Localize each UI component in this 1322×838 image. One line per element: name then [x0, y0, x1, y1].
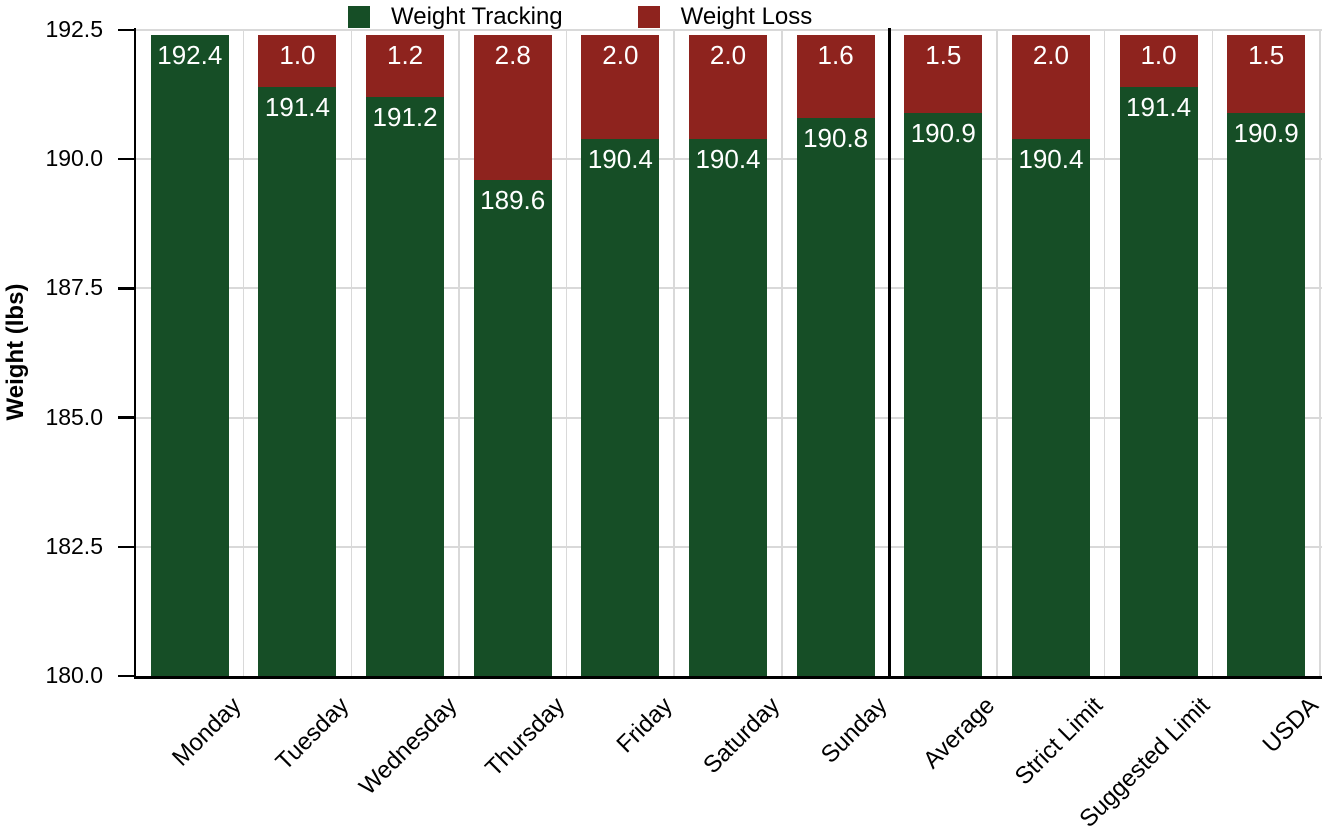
bar-saturday-tracking-value-label: 190.4	[695, 143, 761, 174]
bar-saturday-loss-segment	[689, 35, 767, 139]
bar-strict-limit-loss-segment	[1011, 35, 1090, 139]
vertical-gridline	[781, 30, 783, 676]
bar-average-tracking-segment	[904, 112, 983, 676]
y-tick-label: 185.0	[45, 403, 103, 430]
x-label-average: Average	[918, 692, 1001, 775]
legend-item-weight-tracking: Weight Tracking	[348, 3, 563, 31]
bar-tuesday-tracking-segment	[258, 86, 337, 676]
bar-usda-loss-value-label: 1.5	[1248, 40, 1285, 71]
x-label-tuesday: Tuesday	[271, 692, 355, 776]
bar-wednesday-loss-segment	[366, 35, 445, 98]
bar-strict-limit-tracking-value-label: 190.4	[1018, 143, 1084, 174]
bar-strict-limit-loss-value-label: 2.0	[1032, 40, 1069, 71]
y-tick	[118, 157, 136, 161]
x-label-saturday: Saturday	[698, 692, 786, 780]
bar-usda-loss-segment	[1227, 35, 1306, 113]
bar-sunday-tracking-segment	[796, 117, 875, 676]
daily-summary-separator-line	[887, 28, 891, 676]
bar-thursday-tracking-segment	[473, 179, 552, 676]
horizontal-gridline	[136, 29, 1322, 31]
bar-saturday-tracking-segment	[689, 138, 767, 676]
vertical-gridline	[242, 30, 245, 676]
bar-sunday-loss-segment	[796, 35, 875, 118]
y-axis-title: Weight (lbs)	[2, 283, 29, 421]
bar-monday-tracking-segment	[150, 35, 229, 676]
bar-wednesday-tracking-value-label: 191.2	[372, 102, 438, 133]
x-label-friday: Friday	[611, 692, 678, 759]
bar-thursday-loss-value-label: 2.8	[494, 40, 531, 71]
bar-wednesday-loss-value-label: 1.2	[387, 40, 424, 71]
vertical-gridline	[1319, 30, 1321, 676]
vertical-gridline	[565, 30, 568, 676]
vertical-gridline	[350, 30, 353, 676]
y-tick-label: 180.0	[45, 662, 103, 688]
y-tick-label: 182.5	[45, 532, 103, 559]
legend-label-weight-tracking: Weight Tracking	[391, 3, 563, 30]
y-tick	[118, 545, 136, 549]
x-label-sunday: Sunday	[816, 692, 893, 769]
vertical-gridline	[458, 30, 460, 676]
legend-swatch-weight-tracking	[348, 6, 370, 28]
vertical-gridline	[1103, 30, 1106, 676]
y-tick-label: 190.0	[45, 145, 103, 172]
bar-sunday-loss-value-label: 1.6	[817, 40, 854, 71]
x-axis-spine	[133, 676, 1322, 679]
bar-usda-tracking-value-label: 190.9	[1233, 117, 1299, 148]
y-axis-spine	[133, 28, 136, 679]
bar-suggested-limit-loss-segment	[1119, 35, 1198, 87]
x-label-thursday: Thursday	[479, 692, 570, 782]
bar-suggested-limit-tracking-value-label: 191.4	[1125, 91, 1192, 122]
x-label-strict-limit: Strict Limit	[1009, 692, 1109, 791]
y-tick	[118, 287, 136, 290]
bar-average-loss-value-label: 1.5	[925, 40, 962, 71]
bar-suggested-limit-loss-value-label: 1.0	[1140, 40, 1177, 71]
x-label-monday: Monday	[167, 692, 247, 772]
bar-average-tracking-value-label: 190.9	[910, 117, 976, 148]
chart-legend: Weight Tracking Weight Loss	[348, 3, 812, 31]
y-tick	[118, 28, 136, 32]
y-tick-label: 187.5	[45, 274, 103, 301]
bar-suggested-limit-tracking-segment	[1119, 86, 1198, 676]
legend-swatch-weight-loss	[637, 6, 660, 28]
y-tick	[118, 674, 136, 678]
y-tick-label: 192.5	[45, 16, 103, 42]
bar-tuesday-loss-value-label: 1.0	[279, 40, 316, 71]
bar-friday-loss-segment	[581, 35, 660, 139]
x-label-usda: USDA	[1257, 692, 1322, 759]
bar-thursday-loss-segment	[473, 35, 552, 180]
vertical-gridline	[996, 30, 998, 676]
bar-monday-tracking-value-label: 192.4	[157, 40, 223, 71]
legend-item-weight-loss: Weight Loss	[637, 3, 813, 31]
vertical-gridline	[1211, 30, 1214, 676]
bar-friday-loss-value-label: 2.0	[602, 40, 639, 71]
legend-label-weight-loss: Weight Loss	[680, 3, 813, 30]
bar-saturday-loss-value-label: 2.0	[709, 40, 747, 71]
bar-usda-tracking-segment	[1227, 112, 1306, 676]
vertical-gridline	[673, 30, 675, 676]
bar-friday-tracking-segment	[581, 138, 660, 676]
bar-tuesday-loss-segment	[258, 35, 337, 87]
bar-thursday-tracking-value-label: 189.6	[480, 184, 546, 215]
x-label-wednesday: Wednesday	[353, 692, 463, 801]
bar-wednesday-tracking-segment	[366, 97, 445, 676]
bar-average-loss-segment	[904, 35, 983, 113]
y-tick	[118, 416, 136, 419]
bar-tuesday-tracking-value-label: 191.4	[264, 91, 330, 122]
bar-friday-tracking-value-label: 190.4	[587, 143, 653, 174]
bar-strict-limit-tracking-segment	[1011, 138, 1090, 676]
bar-sunday-tracking-value-label: 190.8	[803, 122, 869, 153]
